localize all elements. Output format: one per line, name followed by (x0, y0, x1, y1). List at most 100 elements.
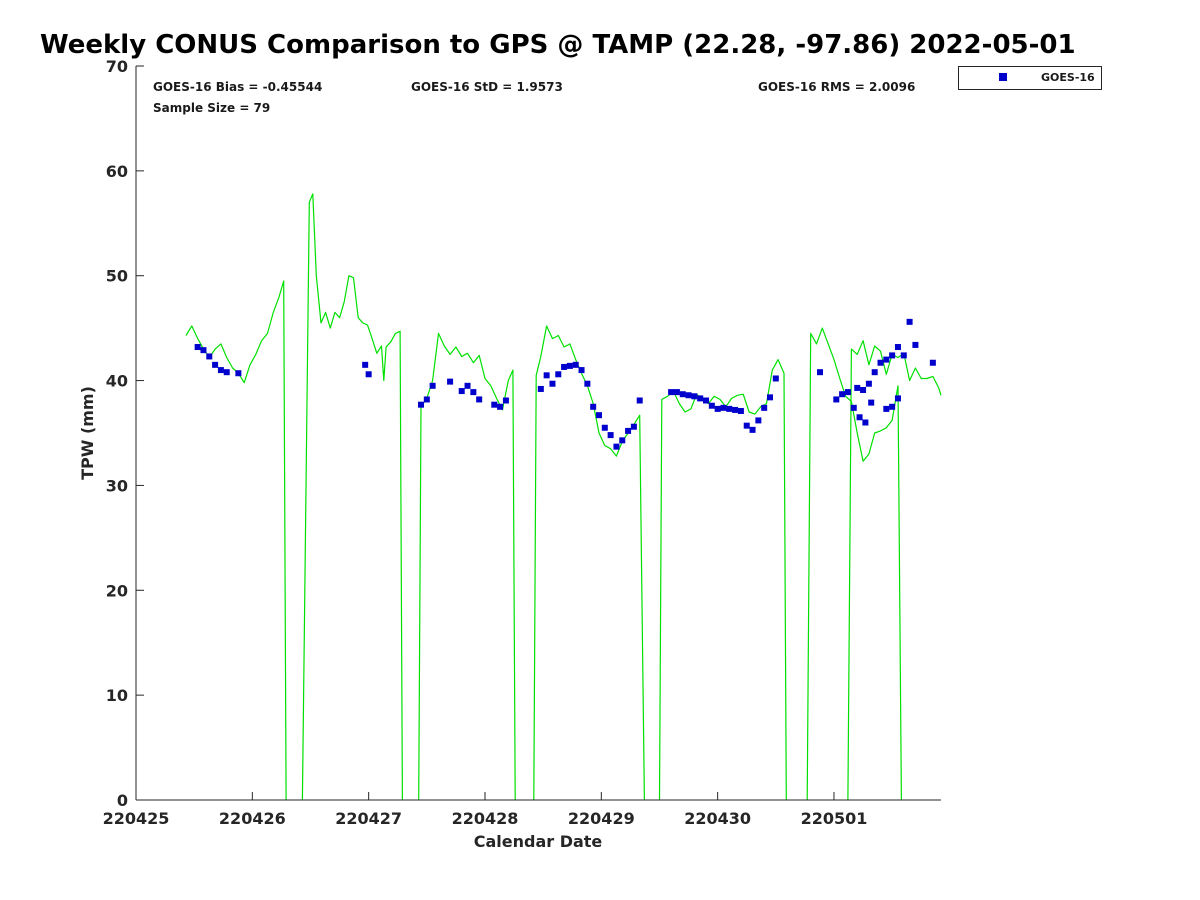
goes-data-point (607, 432, 614, 439)
legend-marker-goes (999, 73, 1007, 81)
goes-data-point (561, 363, 568, 370)
goes-data-point (206, 353, 213, 360)
goes-data-point (595, 412, 602, 419)
goes-data-point (817, 369, 824, 376)
goes-data-point (572, 361, 579, 368)
goes-data-point (868, 399, 875, 406)
goes-data-point (566, 362, 573, 369)
goes-data-point (235, 370, 242, 377)
goes-data-point (854, 384, 861, 391)
goes-data-point (850, 404, 857, 411)
std-stat: GOES-16 StD = 1.9573 (411, 80, 563, 94)
goes-data-point (470, 389, 477, 396)
goes-data-point (458, 388, 465, 395)
goes-data-point (619, 437, 626, 444)
goes-data-point (679, 391, 686, 398)
goes-data-point (732, 406, 739, 413)
goes-data-point (685, 392, 692, 399)
y-tick-label: 20 (106, 581, 128, 600)
x-axis-label: Calendar Date (474, 832, 603, 851)
y-tick-label: 50 (106, 267, 128, 286)
goes-data-point (423, 396, 430, 403)
goes-data-point (365, 371, 372, 378)
goes-data-point (749, 426, 756, 433)
legend: GOES-16 (958, 66, 1102, 90)
bias-stat: GOES-16 Bias = -0.45544 (153, 80, 322, 94)
goes-data-point (906, 318, 913, 325)
x-tick-label: 220426 (219, 809, 286, 828)
goes-data-point (862, 419, 869, 426)
goes-points-group (194, 318, 936, 450)
goes-data-point (697, 395, 704, 402)
gps-series-line (533, 325, 645, 801)
goes-data-point (737, 407, 744, 414)
goes-data-point (590, 403, 597, 410)
goes-data-point (726, 405, 733, 412)
goes-data-point (549, 380, 556, 387)
goes-data-point (761, 404, 768, 411)
goes-data-point (491, 401, 498, 408)
goes-data-point (865, 380, 872, 387)
gps-series-line (301, 193, 403, 801)
y-axis-label: TPW (mm) (78, 386, 97, 480)
plot-background (136, 66, 941, 800)
goes-data-point (772, 375, 779, 382)
gps-series-line (658, 359, 787, 801)
goes-data-point (883, 405, 890, 412)
goes-data-point (889, 352, 896, 359)
goes-data-point (839, 391, 846, 398)
gps-series-line (806, 327, 902, 801)
goes-data-point (194, 344, 201, 351)
goes-data-point (613, 443, 620, 450)
goes-data-point (418, 401, 425, 408)
goes-data-point (555, 371, 562, 378)
goes-data-point (212, 361, 219, 368)
goes-data-point (755, 417, 762, 424)
y-tick-label: 10 (106, 686, 128, 705)
goes-data-point (883, 356, 890, 363)
goes-data-point (578, 367, 585, 374)
goes-data-point (447, 378, 454, 385)
goes-data-point (630, 423, 637, 430)
x-tick-label: 220425 (103, 809, 170, 828)
y-tick-label: 70 (106, 57, 128, 76)
goes-data-point (429, 382, 436, 389)
y-tick-label: 40 (106, 372, 128, 391)
goes-data-point (743, 422, 750, 429)
goes-data-point (502, 397, 509, 404)
axes: 220425 220426 220427 220428 220429 220430 2205… (103, 57, 941, 828)
goes-data-point (929, 359, 936, 366)
goes-data-point (889, 403, 896, 410)
goes-data-point (601, 424, 608, 431)
goes-data-point (877, 359, 884, 366)
goes-data-point (464, 382, 471, 389)
goes-data-point (912, 341, 919, 348)
goes-data-point (714, 405, 721, 412)
y-tick-label: 0 (117, 791, 128, 810)
goes-data-point (543, 372, 550, 379)
goes-data-point (673, 389, 680, 396)
goes-data-point (703, 397, 710, 404)
goes-data-point (833, 396, 840, 403)
plot-area (136, 66, 941, 800)
goes-data-point (497, 403, 504, 410)
goes-data-point (217, 367, 224, 374)
goes-data-point (636, 397, 643, 404)
goes-data-point (691, 393, 698, 400)
goes-data-point (894, 395, 901, 402)
chart-title: Weekly CONUS Comparison to GPS @ TAMP (2… (40, 30, 1076, 60)
x-tick-label: 220429 (568, 809, 635, 828)
goes-data-point (871, 369, 878, 376)
goes-data-point (720, 404, 727, 411)
goes-data-point (708, 402, 715, 409)
goes-data-point (625, 427, 632, 434)
goes-data-point (668, 389, 675, 396)
legend-box (958, 66, 1102, 90)
goes-data-point (223, 369, 230, 376)
y-tick-label: 60 (106, 162, 128, 181)
goes-data-point (856, 414, 863, 421)
goes-data-point (584, 380, 591, 387)
y-tick-label: 30 (106, 476, 128, 495)
goes-data-point (476, 396, 483, 403)
